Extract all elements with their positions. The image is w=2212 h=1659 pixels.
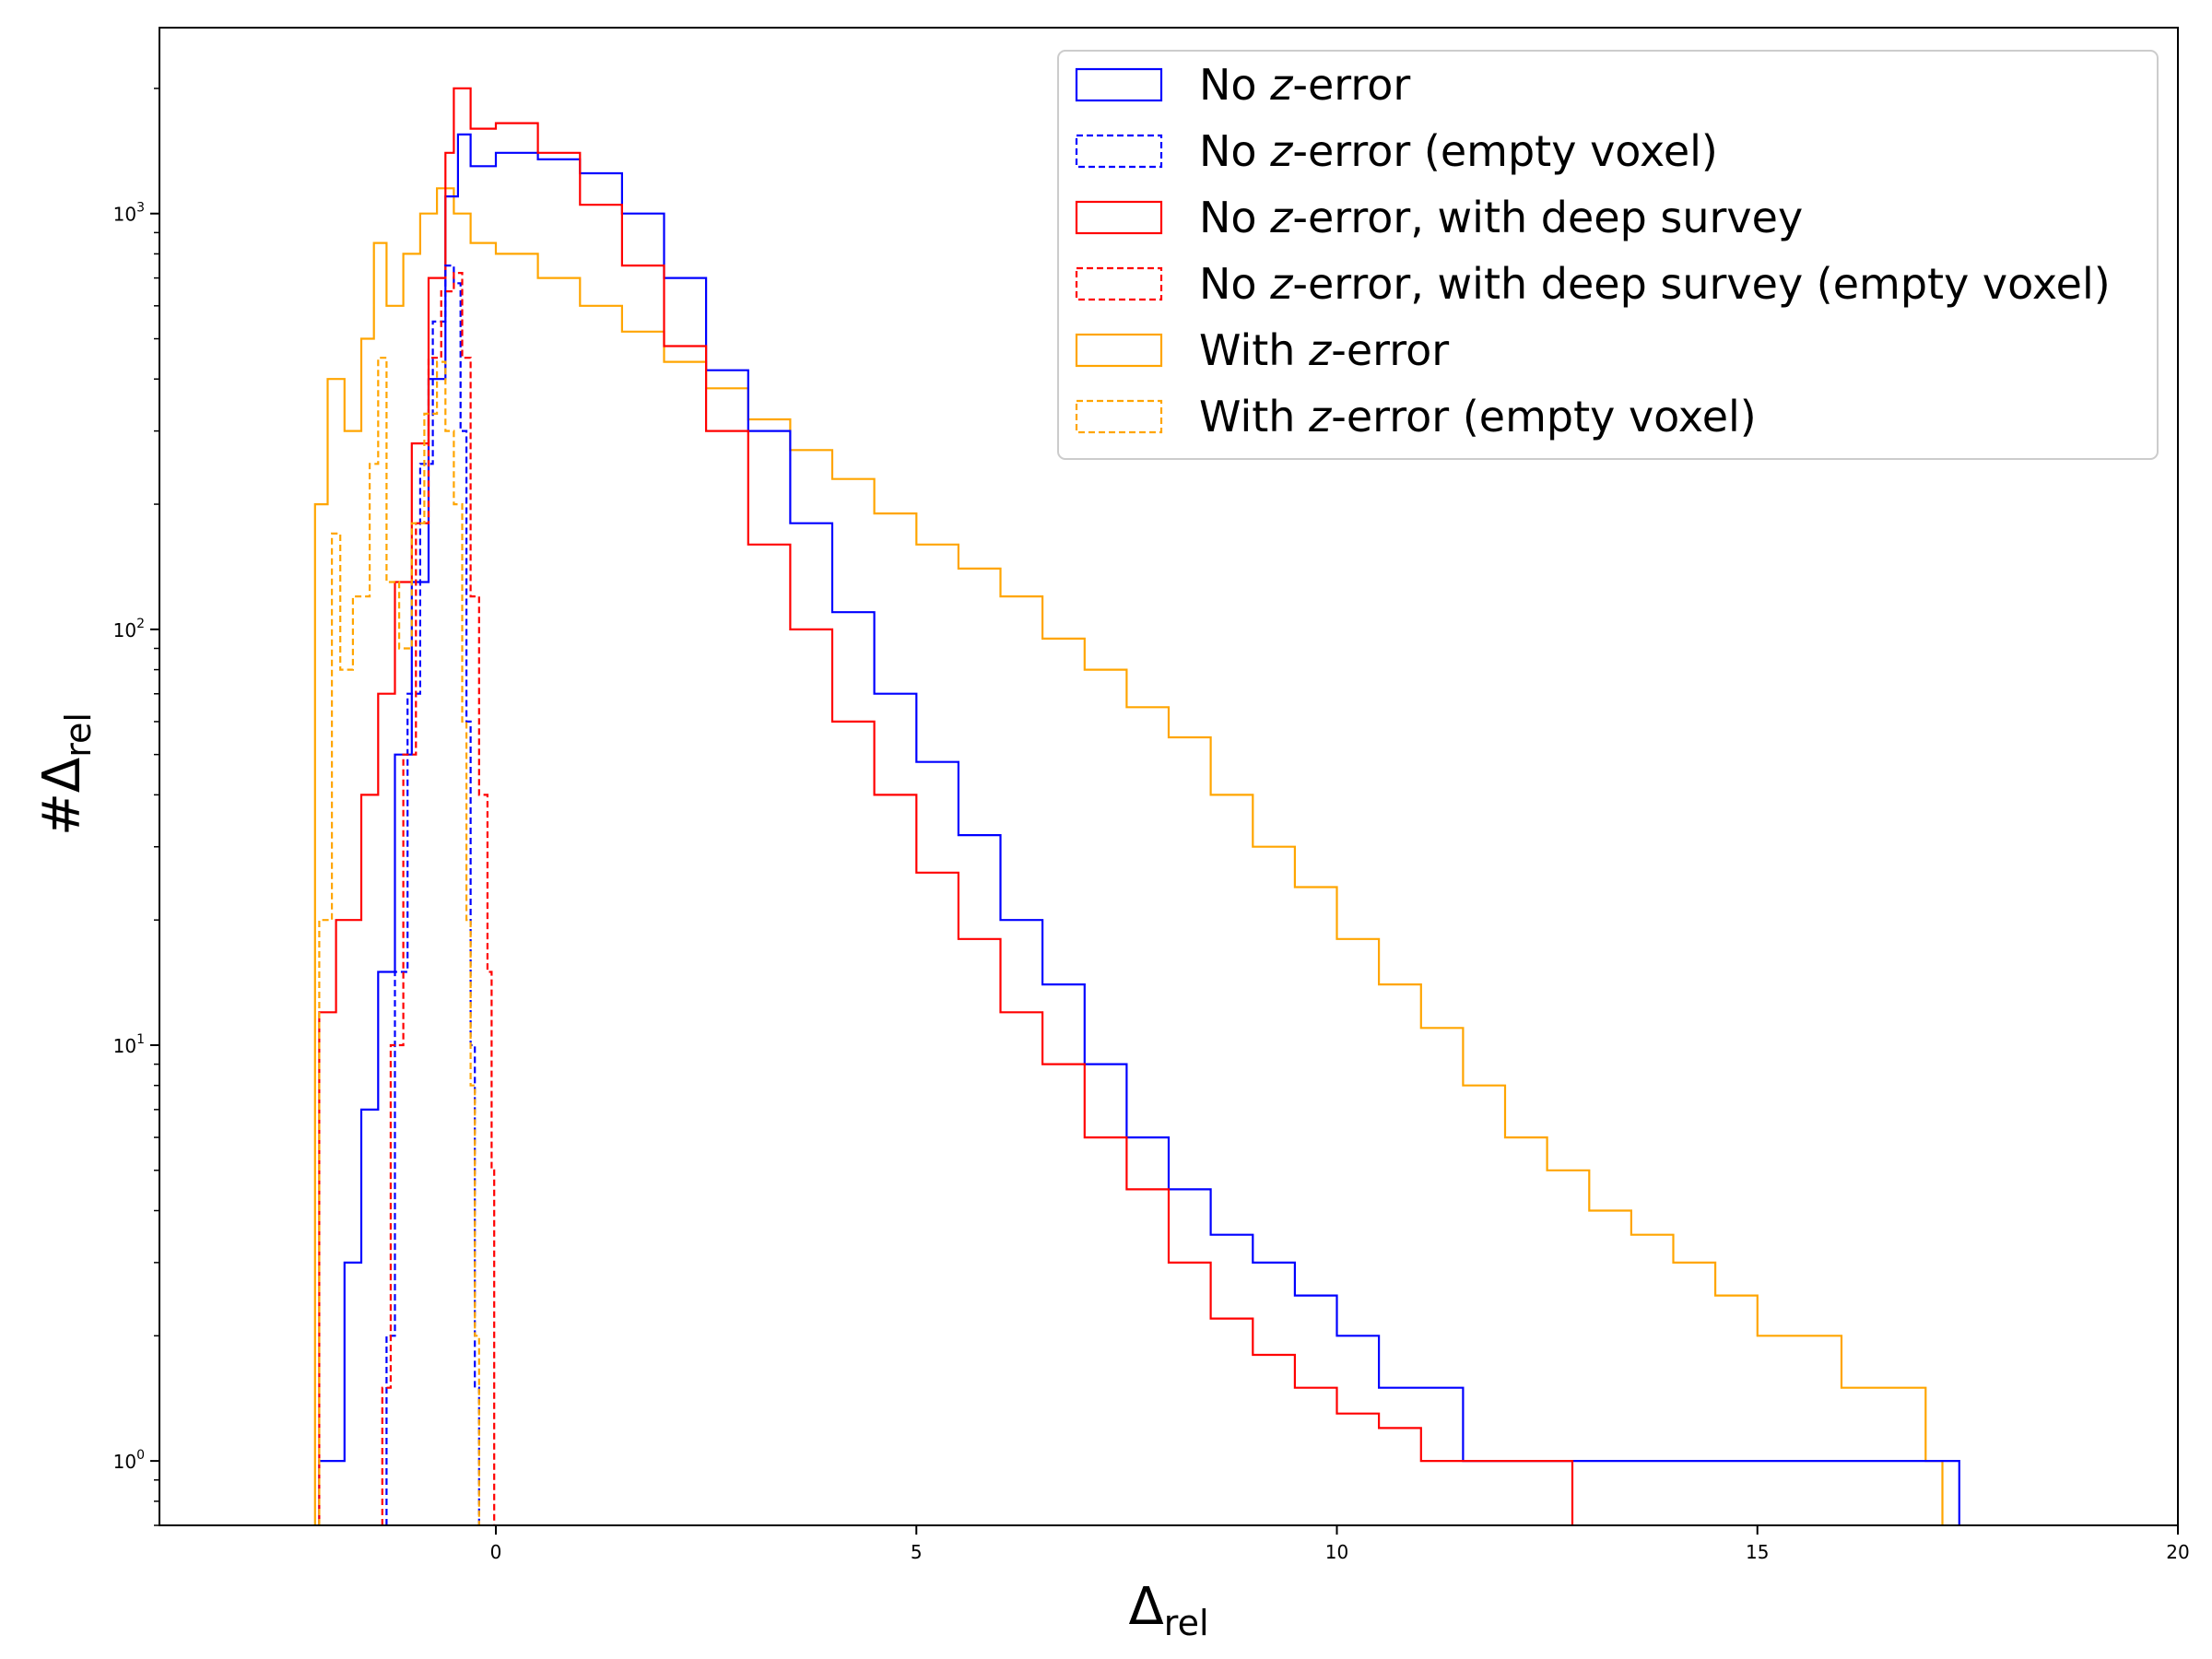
y-axis-title: #Δrel bbox=[32, 712, 99, 836]
y-tick-label: 102 bbox=[113, 617, 145, 641]
legend-label: No z-error (empty voxel) bbox=[1199, 126, 1718, 176]
x-axis-title-sub: rel bbox=[1164, 1603, 1209, 1643]
legend-swatch bbox=[1075, 266, 1163, 301]
plot-area bbox=[313, 87, 1960, 1525]
legend-swatch bbox=[1075, 67, 1163, 102]
legend-label: No z-error bbox=[1199, 60, 1410, 110]
y-tick-label: 100 bbox=[113, 1448, 145, 1473]
y-axis-title-prefix: # bbox=[32, 793, 92, 836]
y-axis-title-sub: rel bbox=[58, 712, 99, 758]
series-line-with-z-error bbox=[313, 187, 1944, 1525]
x-tick-label: 20 bbox=[2166, 1541, 2189, 1563]
y-axis: 100 101 102 103 bbox=[113, 88, 159, 1526]
y-tick-label: 103 bbox=[113, 201, 145, 226]
legend-label: With z-error bbox=[1199, 325, 1449, 375]
legend-box bbox=[1057, 50, 2159, 460]
series-line-no-z-error-with-deep-survey bbox=[318, 87, 1574, 1525]
x-axis-title: Δrel bbox=[1128, 1577, 1208, 1643]
legend-swatch bbox=[1075, 134, 1163, 169]
x-tick-label: 10 bbox=[1325, 1541, 1348, 1563]
y-tick-label: 101 bbox=[113, 1032, 145, 1057]
legend-swatch bbox=[1075, 399, 1163, 434]
legend-label: With z-error (empty voxel) bbox=[1199, 392, 1757, 441]
x-tick-label: 5 bbox=[911, 1541, 923, 1563]
x-axis: 0 5 10 15 20 bbox=[490, 1525, 2190, 1563]
x-tick-label: 15 bbox=[1746, 1541, 1769, 1563]
x-axis-title-main: Δ bbox=[1128, 1577, 1163, 1637]
x-tick-label: 0 bbox=[490, 1541, 502, 1563]
legend-label: No z-error, with deep survey (empty voxe… bbox=[1199, 259, 2111, 309]
series-line-no-z-error-with-deep-survey-empty-voxel bbox=[381, 272, 496, 1525]
axes-frame bbox=[159, 27, 2179, 1526]
y-axis-title-main: Δ bbox=[32, 758, 92, 793]
legend-swatch bbox=[1075, 333, 1163, 368]
series-line-with-z-error-empty-voxel bbox=[318, 357, 480, 1525]
legend-label: No z-error, with deep survey bbox=[1199, 193, 1803, 242]
legend: No z-error No z-error (empty voxel) No z-e… bbox=[1057, 50, 2159, 460]
legend-swatch bbox=[1075, 200, 1163, 235]
